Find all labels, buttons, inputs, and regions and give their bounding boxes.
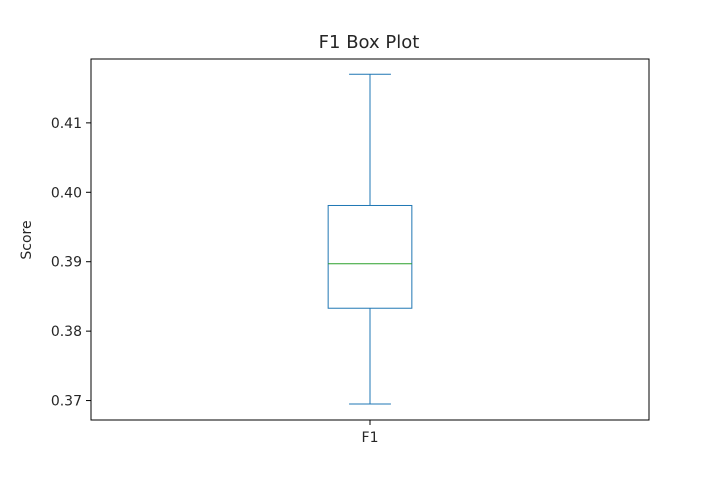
y-axis: 0.37 0.38 0.39 0.40 0.41 — [51, 116, 91, 410]
y-tick-label: 0.40 — [51, 185, 82, 201]
y-tick-label: 0.38 — [51, 324, 82, 340]
box-series — [327, 73, 413, 405]
y-tick-label: 0.39 — [51, 255, 82, 271]
chart-title: F1 Box Plot — [319, 32, 420, 53]
x-axis: F1 — [362, 420, 379, 446]
x-tick-label: F1 — [362, 430, 379, 446]
y-tick-label: 0.41 — [51, 116, 82, 132]
box-iqr — [327, 204, 413, 309]
y-axis-label: Score — [19, 220, 35, 259]
y-tick-label: 0.37 — [51, 394, 82, 410]
